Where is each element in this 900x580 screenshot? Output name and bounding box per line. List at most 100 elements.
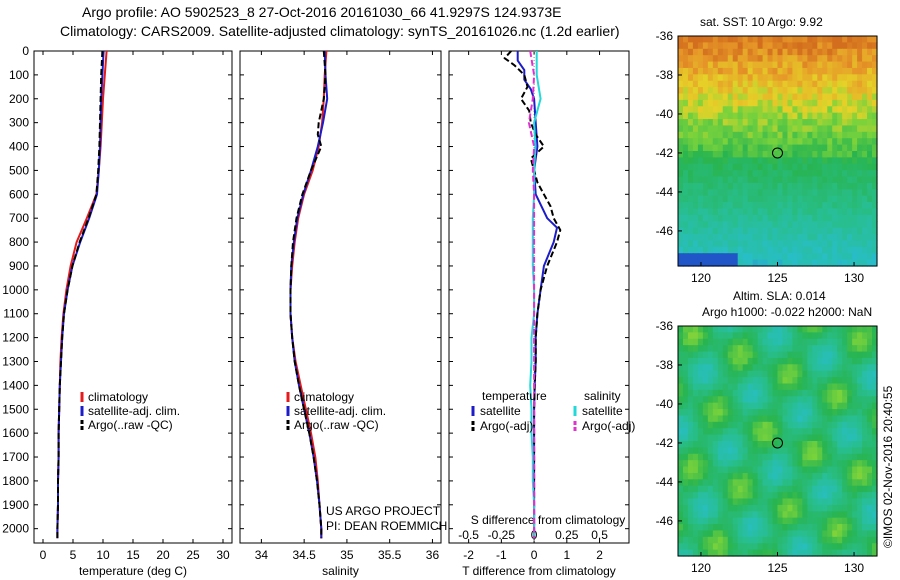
map-cell [827, 214, 833, 222]
map-cell [767, 345, 774, 353]
map-cell [862, 402, 868, 410]
map-cell [812, 530, 818, 538]
map-cell [782, 74, 789, 82]
map-cell [722, 543, 729, 551]
map-cell [697, 351, 704, 359]
map-cell [687, 144, 694, 152]
map-cell [787, 479, 794, 487]
map-cell [782, 453, 789, 461]
map-cell [847, 421, 853, 429]
map-cell [872, 61, 878, 69]
map-cell [817, 93, 823, 101]
map-cell [777, 61, 784, 69]
map-cell [832, 106, 838, 114]
map-cell [682, 530, 689, 538]
map-cell [702, 195, 709, 203]
map-cell [837, 163, 843, 171]
map-cell [682, 42, 689, 50]
map-cell [802, 524, 808, 532]
map-cell [822, 189, 828, 197]
map-cell [867, 517, 873, 525]
map-cell [692, 170, 699, 178]
map-cell [852, 504, 858, 512]
map-cell [812, 259, 818, 267]
map-cell [807, 389, 813, 397]
depth-tick-label: 1700 [2, 450, 29, 464]
map-cell [817, 227, 823, 235]
map-cell [807, 421, 813, 429]
map-cell [682, 415, 689, 423]
map-cell [872, 246, 878, 254]
map-cell [792, 119, 798, 127]
map-cell [797, 170, 803, 178]
map-cell [817, 106, 823, 114]
map-cell [747, 227, 754, 235]
map-cell [842, 157, 848, 165]
map-cell [707, 536, 714, 544]
map-cell [792, 351, 798, 359]
map-cell [762, 351, 769, 359]
map-cell [837, 221, 843, 229]
map-cell [842, 485, 848, 493]
map-cell [862, 479, 868, 487]
map-cell [742, 182, 749, 190]
map-cell [717, 42, 724, 50]
map-cell [727, 99, 734, 107]
map-cell [817, 74, 823, 82]
map-cell [847, 364, 853, 372]
map-cell [787, 189, 794, 197]
map-cell [772, 504, 779, 512]
map-cell [752, 234, 759, 242]
map-cell [797, 61, 803, 69]
map-cell [812, 447, 818, 455]
project-line2: PI: DEAN ROEMMICH [326, 519, 447, 533]
map-cell [802, 338, 808, 346]
map-cell [692, 234, 699, 242]
map-cell [837, 138, 843, 146]
map-cell [847, 259, 853, 267]
map-cell [722, 549, 729, 557]
map-cell [852, 87, 858, 95]
map-cell [777, 253, 784, 261]
map-cell [747, 151, 754, 158]
map-cell [772, 357, 779, 365]
map-cell [752, 189, 759, 197]
map-cell [692, 61, 699, 69]
map-cell [847, 106, 853, 114]
map-cell [767, 377, 774, 385]
map-cell [852, 389, 858, 397]
map-cell [687, 357, 694, 365]
map-cell [817, 383, 823, 391]
map-cell [787, 511, 794, 519]
map-cell [682, 524, 689, 532]
map-cell [807, 472, 813, 480]
map-cell [862, 259, 868, 267]
map-cell [802, 55, 808, 63]
map-cell [797, 377, 803, 385]
map-cell [742, 240, 749, 248]
map-cell [712, 42, 719, 50]
map-cell [702, 80, 709, 88]
map-cell [678, 253, 684, 261]
map-cell [702, 383, 709, 391]
map-cell [867, 479, 873, 487]
map-cell [742, 498, 749, 506]
map-cell [717, 389, 724, 397]
map-cell [827, 74, 833, 82]
map-cell [717, 511, 724, 519]
map-cell [862, 364, 868, 372]
map-cell [847, 99, 853, 107]
map-cell [787, 485, 794, 493]
map-cell [752, 36, 759, 43]
map-cell [842, 530, 848, 538]
map-cell [757, 345, 764, 353]
map-cell [852, 396, 858, 404]
map-cell [862, 221, 868, 229]
map-cell [682, 543, 689, 551]
map-cell [797, 67, 803, 75]
map-cell [777, 364, 784, 372]
map-cell [697, 67, 704, 75]
map-cell [812, 351, 818, 359]
map-cell [692, 357, 699, 365]
